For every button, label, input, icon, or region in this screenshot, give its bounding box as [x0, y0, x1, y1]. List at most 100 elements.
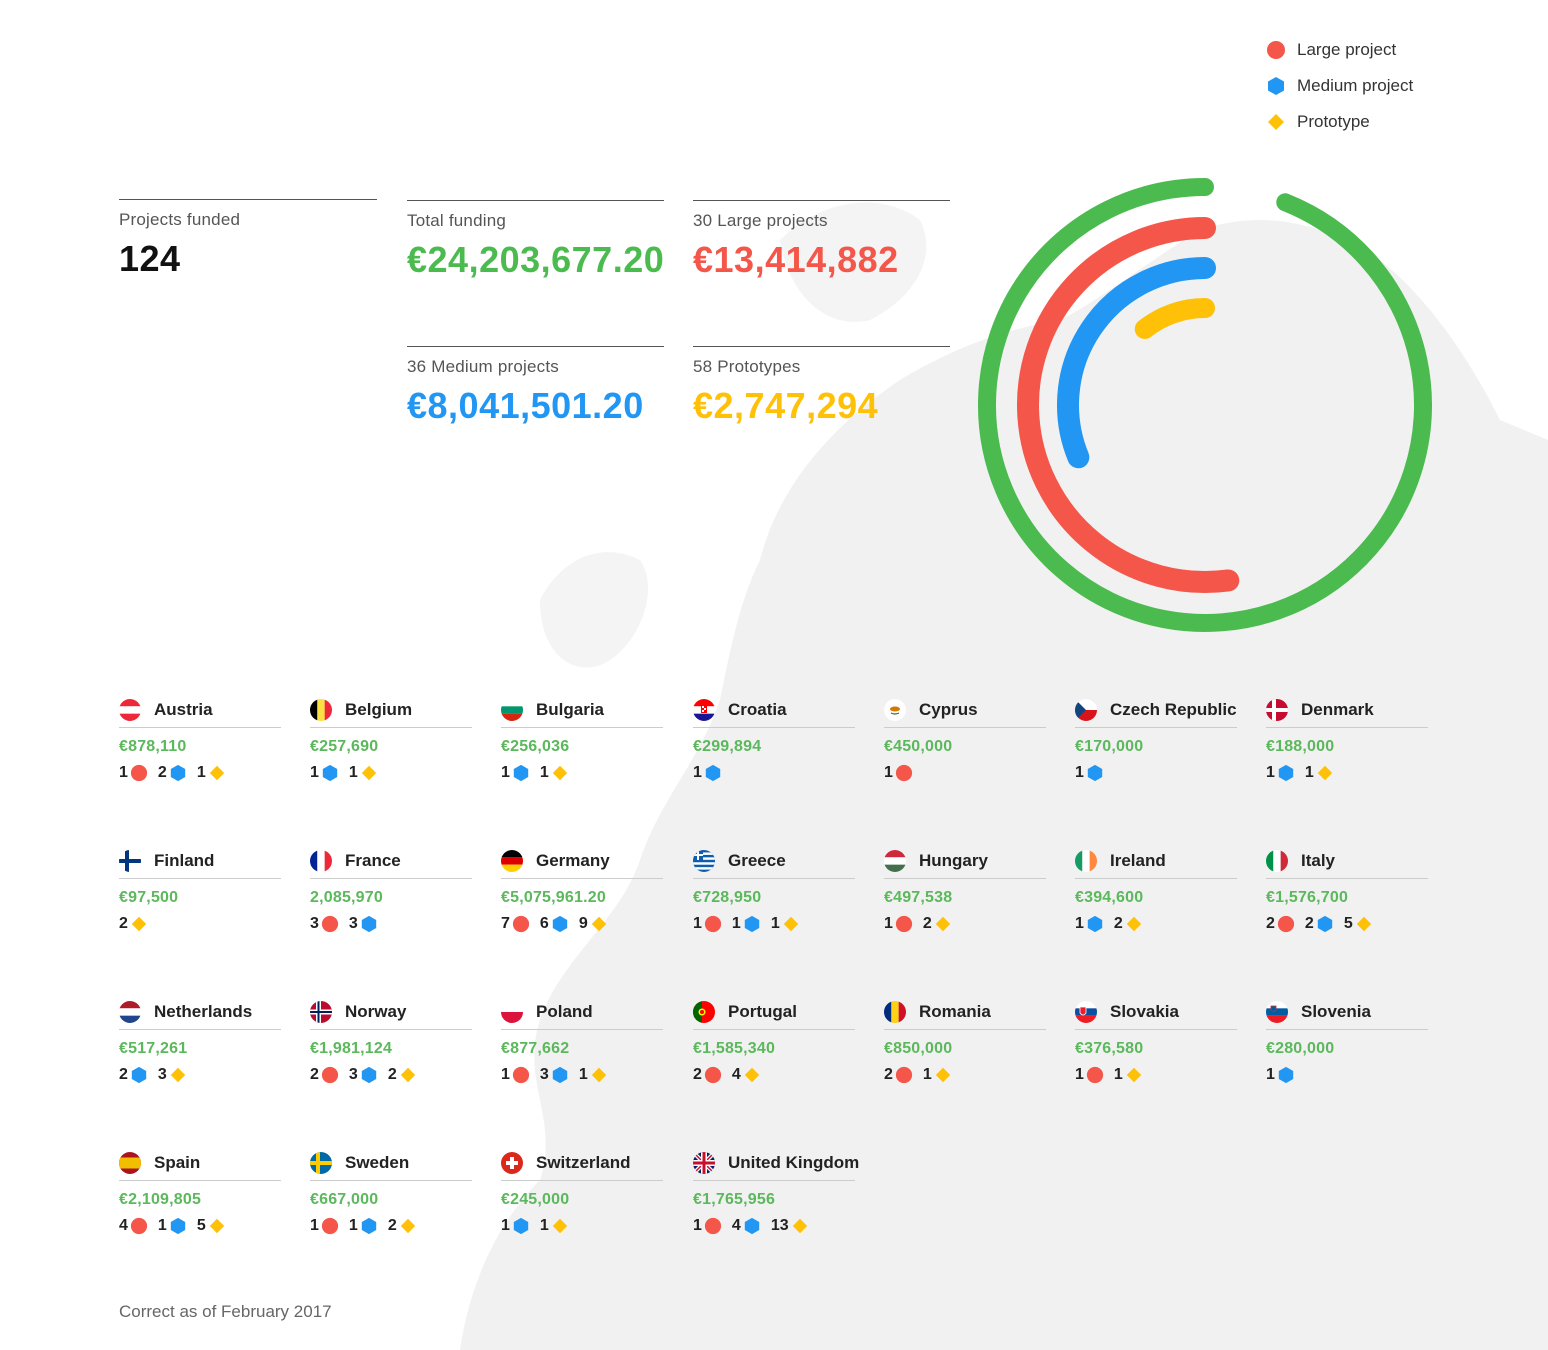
count-value: 2 — [119, 915, 128, 932]
country-card-slovenia: Slovenia €280,000 1 — [1266, 995, 1428, 1084]
project-count-medium: 2 — [119, 1066, 148, 1084]
stat-medium-projects: 36 Medium projects €8,041,501.20 — [407, 346, 664, 427]
project-count-prototype: 3 — [158, 1066, 187, 1084]
belgium-flag-icon — [310, 699, 332, 721]
project-count-prototype: 1 — [579, 1066, 608, 1084]
circle-icon — [702, 1217, 722, 1235]
project-count-prototype: 1 — [1305, 764, 1334, 782]
project-count-prototype: 5 — [197, 1217, 226, 1235]
country-amount: €1,576,700 — [1266, 889, 1349, 906]
portugal-flag-icon — [693, 1001, 715, 1023]
diamond-icon — [358, 764, 378, 782]
country-card-denmark: Denmark €188,000 1 1 — [1266, 693, 1428, 782]
count-value: 1 — [1075, 1066, 1084, 1083]
project-count-prototype: 1 — [1114, 1066, 1143, 1084]
country-name: Poland — [536, 1002, 593, 1021]
country-card-austria: Austria €878,110 1 2 1 — [119, 693, 281, 782]
stat-projects-funded: Projects funded 124 — [119, 199, 377, 280]
count-value: 1 — [501, 1217, 510, 1234]
project-count-prototype: 1 — [923, 1066, 952, 1084]
project-count-prototype: 1 — [771, 915, 800, 933]
country-header: France — [310, 844, 472, 879]
bulgaria-flag-icon — [501, 699, 523, 721]
country-amount: €257,690 — [310, 738, 379, 755]
project-count-medium: 2 — [158, 764, 187, 782]
country-project-counts: 4 1 5 — [119, 1217, 281, 1235]
hexagon-icon — [1084, 915, 1104, 933]
hexagon-icon — [1084, 764, 1104, 782]
count-value: 1 — [539, 764, 549, 781]
project-count-medium: 3 — [349, 1066, 378, 1084]
country-name: Sweden — [345, 1153, 410, 1172]
uk-flag-icon — [693, 1152, 715, 1174]
count-value: 1 — [1266, 764, 1275, 781]
country-header: Poland — [501, 995, 663, 1030]
diamond-icon — [1123, 1066, 1143, 1084]
country-name: Romania — [919, 1002, 991, 1021]
france-flag-icon — [310, 850, 332, 872]
stat-value: €8,041,501.20 — [407, 385, 644, 426]
country-amount: €1,585,340 — [693, 1040, 776, 1057]
country-card-belgium: Belgium €257,690 1 1 — [310, 693, 472, 782]
country-amount: €667,000 — [310, 1191, 379, 1208]
footnote: Correct as of February 2017 — [119, 1302, 332, 1321]
circle-icon — [319, 1066, 339, 1084]
country-amount: €878,110 — [119, 738, 187, 755]
country-header: Czech Republic — [1075, 693, 1237, 728]
project-count-medium: 1 — [732, 915, 761, 933]
country-card-czech: Czech Republic €170,000 1 — [1075, 693, 1237, 782]
diamond-icon — [167, 1066, 187, 1084]
country-header: Belgium — [310, 693, 472, 728]
count-value: 1 — [310, 1217, 319, 1234]
country-header: Cyprus — [884, 693, 1046, 728]
diamond-icon — [1353, 915, 1373, 933]
hexagon-icon — [128, 1066, 148, 1084]
country-name: Slovenia — [1301, 1002, 1371, 1021]
country-card-bulgaria: Bulgaria €256,036 1 1 — [501, 693, 663, 782]
country-name: Cyprus — [919, 700, 978, 719]
country-amount: 2,085,970 — [310, 889, 383, 906]
hexagon-icon — [510, 1217, 530, 1235]
project-count-prototype: 1 — [197, 764, 226, 782]
circle-icon — [1084, 1066, 1104, 1084]
austria-flag-icon — [119, 699, 141, 721]
country-name: Slovakia — [1110, 1002, 1179, 1021]
circle-icon — [510, 915, 530, 933]
stat-label: 30 Large projects — [693, 211, 828, 230]
legend-label: Medium project — [1297, 76, 1414, 95]
count-value: 1 — [501, 764, 510, 781]
count-value: 1 — [770, 915, 780, 932]
diamond-icon — [780, 915, 800, 933]
project-count-medium: 2 — [1305, 915, 1334, 933]
stat-large-projects: 30 Large projects €13,414,882 — [693, 200, 950, 281]
country-project-counts: 2 — [119, 915, 281, 933]
country-name: Croatia — [728, 700, 787, 719]
country-card-norway: Norway €1,981,124 2 3 2 — [310, 995, 472, 1084]
country-name: Bulgaria — [536, 700, 605, 719]
country-project-counts: 1 — [884, 764, 1046, 782]
hexagon-icon — [1266, 76, 1297, 96]
count-value: 2 — [310, 1066, 319, 1083]
hexagon-icon — [1275, 1066, 1295, 1084]
country-header: Bulgaria — [501, 693, 663, 728]
count-value: 1 — [1266, 1066, 1275, 1083]
country-card-slovakia: Slovakia €376,580 1 1 — [1075, 995, 1237, 1084]
ring-medium-project — [1057, 257, 1216, 469]
denmark-flag-icon — [1266, 699, 1288, 721]
legend-item-large: Large project — [1266, 32, 1413, 68]
country-project-counts: 1 1 1 — [693, 915, 855, 933]
country-card-spain: Spain €2,109,805 4 1 5 — [119, 1146, 281, 1235]
hexagon-icon — [549, 1066, 569, 1084]
country-card-poland: Poland €877,662 1 3 1 — [501, 995, 663, 1084]
count-value: 3 — [310, 915, 319, 932]
country-header: Portugal — [693, 995, 855, 1030]
country-project-counts: 1 — [693, 764, 855, 782]
norway-flag-icon — [310, 1001, 332, 1023]
country-card-finland: Finland €97,500 2 — [119, 844, 281, 933]
project-count-medium: 1 — [1266, 764, 1295, 782]
